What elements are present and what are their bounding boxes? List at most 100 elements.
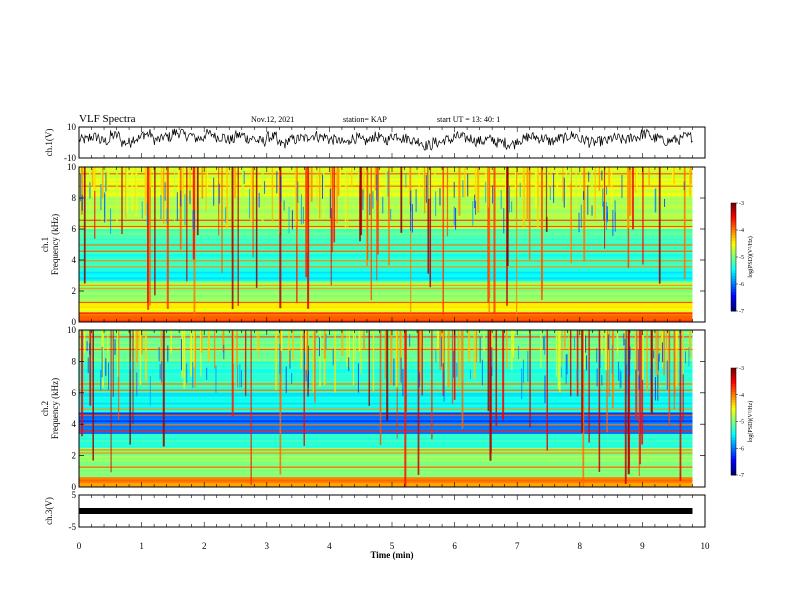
ch1-spec-burst [163,167,165,224]
ch2-spec-dropout [666,360,668,390]
ch1-spec-burst [330,167,332,286]
ch1-spec-burst [306,167,308,253]
ch2-spec-burst [568,330,570,365]
ch2-spec-burst [144,330,148,381]
ch1-spec-burst [181,167,184,200]
ch1-spec-burst [323,167,325,217]
ch2-spec-narrowband [79,466,693,468]
ch1-spec-dropout [472,201,474,226]
ch2-spec-burst [666,330,668,387]
ch2-spec-freq-band [79,471,693,474]
ch2-spec-freq-band [79,455,693,458]
ch1-spec-burst [83,167,86,284]
ch2-spec-burst [646,330,648,392]
ch1-spec-burst [376,167,379,255]
ch2-spec-burst [655,330,657,376]
ch1-spec-burst [474,167,477,202]
ch2-spec-burst [495,330,498,426]
ch1-spec-freq-band [79,310,693,313]
ch1-spec-burst [594,167,596,219]
ch2-spec-burst [540,330,542,369]
ch2-spec-burst [606,330,608,433]
ch2-spec-dropout [87,357,89,373]
ch1-colorbar-swatch [731,208,736,212]
ch2-spec-dropout [618,361,620,381]
ch1-spec-burst [570,167,572,264]
ch1-spec-dropout [166,208,168,224]
ch1-spec-dropout [189,190,191,204]
ch2-spec-burst [604,330,607,371]
ch1-spec-burst [442,167,445,316]
ch1-spec-dropout [485,181,487,203]
ch1-spec-burst [135,167,138,217]
ch1-spec-dropout [288,206,290,234]
ch1-spec-freq-band [79,306,693,309]
ch2-spec-dropout [237,365,239,388]
ch1-spec-burst [336,167,338,224]
ch1-spec-dropout [164,182,166,201]
ch2-spec-dropout [307,370,309,388]
ch1-spec-burst [550,167,552,194]
ch1-spec-dropout [580,204,582,228]
ch2-spec-burst [314,330,316,403]
ch1-spec-burst [174,167,176,221]
ch1-spec-burst [446,167,449,237]
ch2-spec-burst [673,330,676,397]
ch1-spec-burst [562,167,564,202]
ch2-colorbar-swatch [731,378,736,382]
ch2-colorbar-swatch [731,421,736,425]
ch1-spec-burst [307,167,310,309]
ch2-spec-dropout [348,357,350,372]
ch1-spec-burst [241,167,244,201]
ch2-spec-dropout [114,339,116,355]
ch1-spec-dropout [248,188,250,219]
ch1-spec-dropout [329,188,331,219]
ch1-spec-dropout [110,208,112,234]
ch1-colorbar-swatch [731,284,736,288]
ch1-spec-dropout [612,209,614,236]
ch1-spec-dropout [104,192,106,217]
ch1-spec-burst [195,167,198,200]
ch2-colorbar-swatch [731,376,736,380]
ch3-waveform-panel: 5 -5 ch.3(V) [44,490,706,532]
ch2-spec-dropout [544,375,546,403]
ch2-spec-burst [341,330,344,357]
ch2-spec-freq-band [79,418,693,421]
ch2-spec-burst [200,330,203,353]
ch1-spec-freq-band [79,289,693,292]
ch1-wave-ylabel: ch.1(V) [44,129,54,157]
ch1-spec-burst [569,167,572,184]
ch1-spec-burst [635,167,638,191]
start-time-label: start UT = 13: 40: 1 [437,115,501,124]
ch1-spec-freq-band [79,236,693,240]
ch2-spec-burst [563,330,566,348]
ch1-spec-dropout [141,201,143,219]
ch2-spec-burst [431,330,433,440]
ch3-waveform-line [79,508,693,514]
ch2-colorbar-swatch [731,461,736,465]
ch2-spec-dropout [629,346,631,360]
ch2-spec-burst [190,330,192,377]
ch1-spec-burst [464,167,466,198]
ch2-spec-burst [660,330,663,353]
ch2-spec-dropout [469,369,471,379]
ch2-spec-burst [582,330,585,487]
ch1-spec-burst [429,167,432,288]
ch2-spec-burst [256,330,258,350]
ch2-spec-dropout [611,345,613,374]
ch1-spec-dropout [614,212,616,232]
ch1-spec-burst [218,167,220,236]
ch2-colorbar-swatch [731,397,736,401]
ch2-spec-freq-band [79,426,693,429]
ch2-spec-freq-band [79,485,693,488]
ch1-colorbar-swatch [731,232,736,236]
ch1-spec-freq-band [79,215,693,218]
ch2-spec-narrowband [79,414,693,416]
ch1-spec-dropout [405,173,407,188]
ch1-spec-burst [102,167,104,199]
ch2-spec-freq-band [79,439,693,443]
ch2-spec-burst [200,330,202,377]
ch1-spec-burst [205,167,207,212]
ch1-spec-dropout [105,172,107,192]
ch2-spec-burst [510,330,513,371]
